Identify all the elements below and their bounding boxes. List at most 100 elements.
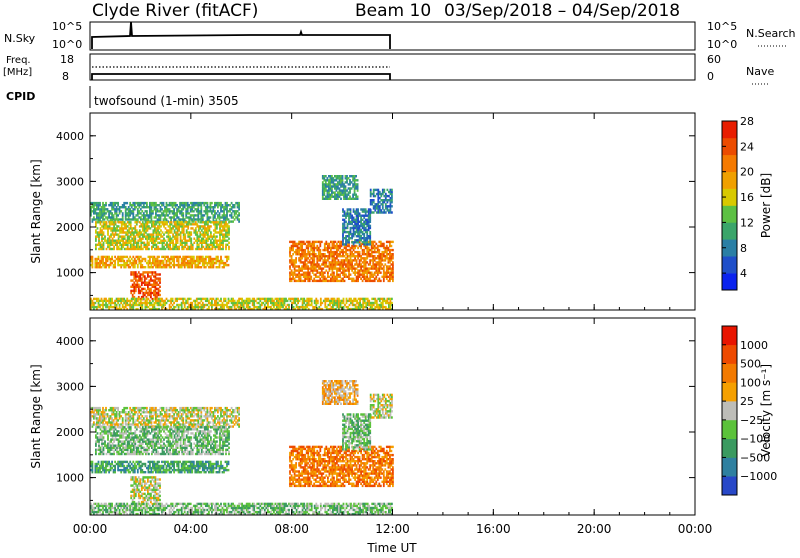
echo-cell [374, 195, 376, 197]
echo-cell [326, 298, 328, 300]
echo-cell [392, 241, 394, 243]
echo-cell [385, 302, 387, 304]
echo-cell [350, 247, 352, 249]
echo-cell [179, 210, 181, 212]
echo-cell [119, 298, 121, 300]
echo-cell [338, 267, 340, 269]
echo-cell [349, 189, 351, 191]
echo-cell [107, 238, 109, 240]
echo-cell [304, 280, 306, 282]
echo-cell [309, 272, 311, 274]
echo-cell [125, 411, 127, 413]
echo-cell [156, 221, 158, 223]
y-tick-label: 2000 [56, 221, 84, 234]
echo-cell [193, 220, 195, 222]
echo-cell [121, 248, 123, 250]
echo-cell [330, 198, 332, 200]
echo-cell [211, 306, 213, 308]
echo-cell [353, 208, 355, 210]
echo-cell [301, 280, 303, 282]
echo-cell [144, 282, 146, 284]
echo-cell [350, 274, 352, 276]
echo-cell [302, 298, 304, 300]
echo-cell [134, 238, 136, 240]
echo-cell [155, 407, 157, 409]
echo-cell [192, 227, 194, 229]
echo-cell [205, 258, 207, 260]
echo-cell [347, 227, 349, 229]
echo-cell [325, 189, 327, 191]
echo-cell [131, 409, 133, 411]
echo-cell [132, 256, 134, 258]
echo-cell [313, 249, 315, 251]
echo-cell [129, 202, 131, 204]
echo-cell [179, 417, 181, 419]
echo-cell [373, 298, 375, 300]
echo-cell [346, 175, 348, 177]
echo-cell [152, 266, 154, 268]
echo-cell [373, 191, 375, 193]
echo-cell [325, 278, 327, 280]
echo-cell [149, 282, 151, 284]
echo-cell [119, 306, 121, 308]
echo-cell [222, 260, 224, 262]
echo-cell [180, 238, 182, 240]
echo-cell [362, 223, 364, 225]
echo-cell [369, 227, 371, 229]
echo-cell [173, 302, 175, 304]
echo-cell [217, 256, 219, 258]
echo-cell [141, 264, 143, 266]
echo-cell [167, 300, 169, 302]
echo-cell [104, 235, 106, 237]
echo-cell [158, 256, 160, 258]
echo-cell [179, 256, 181, 258]
echo-cell [119, 229, 121, 231]
echo-cell [107, 256, 109, 258]
echo-cell [171, 221, 173, 223]
echo-cell [171, 229, 173, 231]
echo-cell [219, 246, 221, 248]
echo-cell [204, 225, 206, 227]
echo-cell [378, 249, 380, 251]
echo-cell [204, 229, 206, 231]
colorbar-tick-label: 16 [740, 191, 754, 204]
colorbar-tick-label: 4 [740, 267, 747, 280]
echo-cell [383, 243, 385, 245]
echo-cell [369, 243, 371, 245]
echo-cell [156, 273, 158, 275]
echo-cell [145, 266, 147, 268]
echo-cell [119, 221, 121, 223]
echo-cell [324, 272, 326, 274]
echo-cell [96, 409, 98, 411]
echo-cell [213, 266, 215, 268]
echo-cell [107, 304, 109, 306]
echo-cell [325, 185, 327, 187]
echo-cell [217, 214, 219, 216]
echo-cell [130, 221, 132, 223]
echo-cell [391, 199, 393, 201]
echo-cell [205, 298, 207, 300]
echo-cell [146, 277, 148, 279]
echo-cell [118, 246, 120, 248]
echo-cell [207, 221, 209, 223]
echo-cell [141, 415, 143, 417]
echo-cell [234, 300, 236, 302]
echo-cell [210, 225, 212, 227]
echo-cell [143, 266, 145, 268]
echo-cell [191, 266, 193, 268]
echo-cell [107, 233, 109, 235]
echo-cell [324, 302, 326, 304]
echo-cell [295, 259, 297, 261]
echo-cell [179, 264, 181, 266]
echo-cell [229, 214, 231, 216]
echo-cell [389, 280, 391, 282]
echo-cell [342, 177, 344, 179]
echo-cell [200, 208, 202, 210]
echo-cell [155, 413, 157, 415]
echo-cell [142, 238, 144, 240]
echo-cell [159, 282, 161, 284]
echo-cell [297, 302, 299, 304]
echo-cell [209, 246, 211, 248]
echo-cell [325, 269, 327, 271]
echo-cell [228, 264, 230, 266]
